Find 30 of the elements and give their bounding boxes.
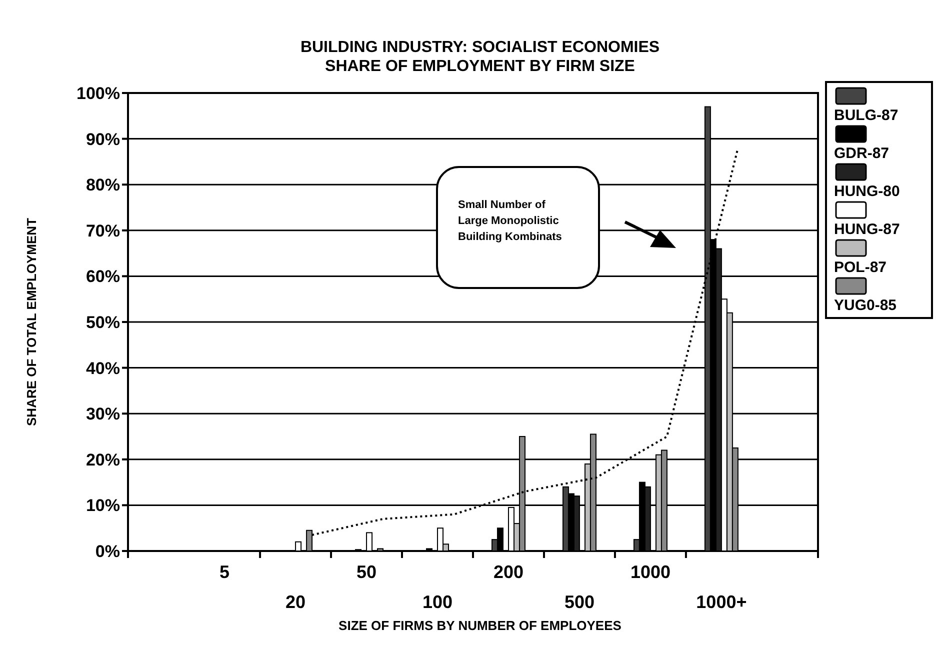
y-tick-label: 0% (95, 542, 120, 561)
legend-label: GDR-87 (834, 145, 890, 162)
legend-label: BULG-87 (834, 107, 898, 124)
chart-title: BUILDING INDUSTRY: SOCIALIST ECONOMIES (300, 39, 660, 56)
legend-label: POL-87 (834, 259, 887, 276)
x-tick-label: 1000 (630, 562, 670, 582)
y-tick-label: 70% (86, 221, 120, 240)
y-tick-label: 40% (86, 358, 120, 378)
x-tick-label: 50 (356, 562, 377, 582)
x-axis-title: SIZE OF FIRMS BY NUMBER OF EMPLOYEES (338, 618, 622, 633)
y-tick-label: 80% (86, 176, 120, 195)
y-tick-label: 90% (86, 130, 120, 149)
legend-label: YUG0-85 (834, 297, 897, 314)
x-tick-label: 200 (493, 562, 524, 582)
x-tick-label: 1000+ (696, 592, 747, 612)
legend-label: HUNG-80 (834, 183, 900, 200)
y-tick-label: 100% (76, 84, 120, 103)
y-tick-label: 50% (86, 312, 120, 332)
y-tick-label: 10% (86, 496, 120, 516)
chart-subtitle: SHARE OF EMPLOYMENT BY FIRM SIZE (325, 58, 636, 75)
x-tick-label: 500 (564, 592, 595, 612)
x-tick-label: 5 (220, 562, 230, 582)
y-tick-label: 30% (86, 404, 120, 424)
y-axis-title: SHARE OF TOTAL EMPLOYMENT (24, 218, 39, 426)
y-tick-label: 60% (86, 267, 120, 286)
y-tick-label: 20% (86, 450, 120, 470)
x-tick-label: 20 (286, 592, 306, 612)
annotation: Small Number of Large Monopolistic Building Kombinats (458, 199, 562, 243)
legend-label: HUNG-87 (834, 221, 900, 238)
x-tick-label: 100 (422, 592, 453, 612)
